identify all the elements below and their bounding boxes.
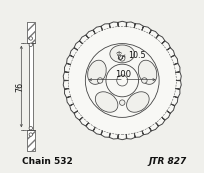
Circle shape — [141, 78, 146, 83]
Text: 10.5: 10.5 — [128, 51, 145, 60]
Bar — [27, 22, 34, 43]
Bar — [27, 130, 34, 151]
Ellipse shape — [87, 60, 106, 84]
Ellipse shape — [109, 45, 134, 63]
Bar — [27, 22, 34, 43]
Circle shape — [119, 56, 124, 61]
Text: Chain 532: Chain 532 — [22, 157, 72, 166]
Circle shape — [29, 37, 32, 40]
Ellipse shape — [137, 60, 156, 84]
Ellipse shape — [95, 92, 117, 112]
Circle shape — [116, 75, 127, 86]
Circle shape — [119, 100, 124, 105]
Circle shape — [29, 126, 32, 130]
Circle shape — [105, 64, 138, 97]
Bar — [29, 43, 33, 130]
Circle shape — [29, 133, 32, 136]
Circle shape — [97, 78, 102, 83]
Circle shape — [85, 44, 158, 117]
Text: 100: 100 — [114, 70, 131, 79]
Text: JTR 827: JTR 827 — [148, 157, 186, 166]
Ellipse shape — [126, 92, 149, 112]
Polygon shape — [63, 21, 180, 140]
Bar — [27, 130, 34, 151]
Circle shape — [29, 43, 32, 47]
Text: ♔: ♔ — [115, 51, 121, 57]
Text: 76: 76 — [16, 81, 25, 92]
